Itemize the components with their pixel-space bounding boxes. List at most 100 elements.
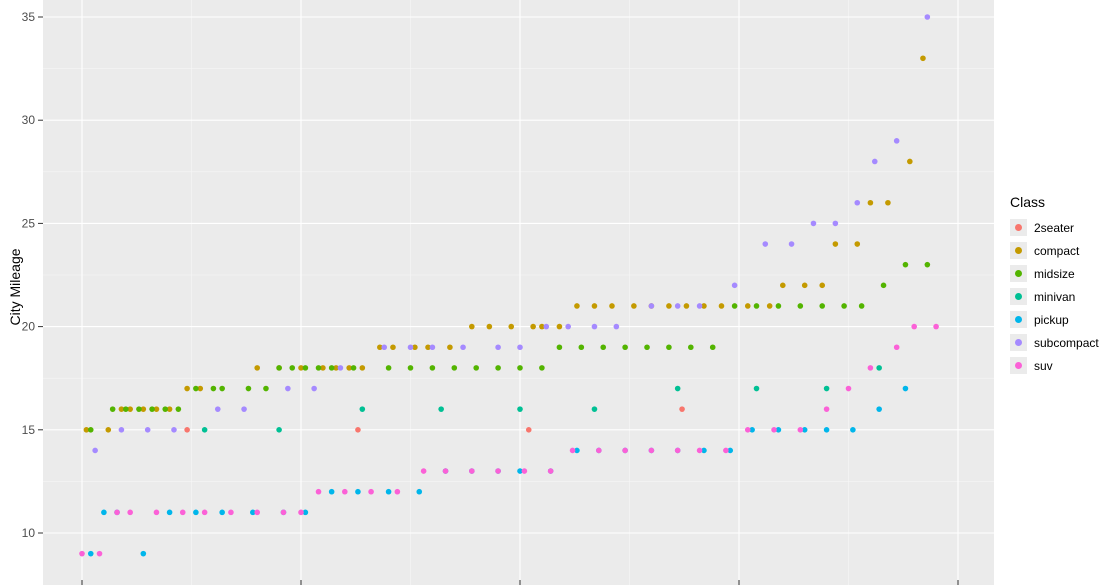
point-compact xyxy=(591,303,598,309)
point-suv xyxy=(547,468,554,474)
point-subcompact xyxy=(832,220,839,227)
point-suv xyxy=(495,468,501,474)
point-minivan xyxy=(276,427,282,433)
legend-key xyxy=(1010,357,1027,374)
point-suv xyxy=(368,488,374,495)
point-minivan xyxy=(823,385,830,392)
point-midsize xyxy=(819,303,826,309)
point-compact xyxy=(832,241,839,247)
point-pickup xyxy=(701,447,707,454)
point-compact xyxy=(140,406,147,412)
point-midsize xyxy=(136,406,142,412)
legend-dot-icon xyxy=(1015,339,1022,346)
legend-dot-icon xyxy=(1015,316,1022,323)
y-tick-label: 20 xyxy=(22,320,36,334)
point-compact xyxy=(530,323,536,330)
point-subcompact xyxy=(517,344,523,351)
legend-item-pickup: pickup xyxy=(1010,308,1110,331)
point-suv xyxy=(911,323,917,330)
point-compact xyxy=(574,303,580,309)
point-minivan xyxy=(438,406,444,412)
legend-dot-icon xyxy=(1015,293,1022,300)
point-compact xyxy=(766,303,773,309)
point-midsize xyxy=(429,365,436,371)
point-subcompact xyxy=(854,199,861,206)
point-subcompact xyxy=(171,427,177,433)
point-compact xyxy=(166,406,173,412)
point-midsize xyxy=(109,406,116,412)
point-pickup xyxy=(517,468,523,474)
point-suv xyxy=(723,447,729,454)
point-midsize xyxy=(263,385,269,392)
point-compact xyxy=(666,303,672,309)
point-subcompact xyxy=(871,158,878,165)
point-pickup xyxy=(416,488,423,495)
point-pickup xyxy=(749,427,755,433)
point-compact xyxy=(718,303,725,309)
point-suv xyxy=(469,468,475,474)
point-pickup xyxy=(101,509,107,516)
point-subcompact xyxy=(337,365,344,371)
point-compact xyxy=(377,344,383,351)
point-suv xyxy=(933,323,939,330)
point-subcompact xyxy=(214,406,221,412)
point-compact xyxy=(907,158,913,165)
point-subcompact xyxy=(924,14,931,20)
point-compact xyxy=(153,406,160,412)
point-midsize xyxy=(858,303,865,309)
point-pickup xyxy=(727,447,734,454)
point-pickup xyxy=(166,509,173,516)
legend-item-midsize: midsize xyxy=(1010,262,1110,285)
point-compact xyxy=(539,323,545,330)
point-midsize xyxy=(315,365,322,371)
point-compact xyxy=(867,199,874,206)
point-midsize xyxy=(276,365,282,371)
point-subcompact xyxy=(613,323,620,330)
point-suv xyxy=(771,427,777,433)
point-compact xyxy=(854,241,861,247)
point-suv xyxy=(179,509,186,516)
point-minivan xyxy=(201,427,208,433)
point-suv xyxy=(127,509,133,516)
point-suv xyxy=(153,509,160,516)
point-suv xyxy=(315,488,322,495)
point-compact xyxy=(184,385,190,392)
point-suv xyxy=(622,447,628,454)
point-pickup xyxy=(823,427,830,433)
point-suv xyxy=(569,447,576,454)
point-compact xyxy=(801,282,808,289)
point-compact xyxy=(333,365,339,371)
point-suv xyxy=(79,550,85,557)
y-tick-label: 30 xyxy=(22,113,36,127)
legend-label: compact xyxy=(1034,243,1080,258)
point-midsize xyxy=(495,365,501,371)
point-suv xyxy=(797,427,804,433)
point-minivan xyxy=(753,385,760,392)
legend-item-minivan: minivan xyxy=(1010,285,1110,308)
point-pickup xyxy=(355,488,361,495)
point-pickup xyxy=(775,427,782,433)
y-tick-label: 10 xyxy=(22,526,36,540)
legend-dot-icon xyxy=(1015,247,1022,254)
point-suv xyxy=(521,468,528,474)
point-midsize xyxy=(578,344,585,351)
point-midsize xyxy=(123,406,129,412)
y-tick-label: 15 xyxy=(22,423,36,437)
point-compact xyxy=(83,427,90,433)
point-subcompact xyxy=(543,323,550,330)
point-subcompact xyxy=(144,427,151,433)
point-midsize xyxy=(219,385,225,392)
legend-item-subcompact: subcompact xyxy=(1010,331,1110,354)
point-suv xyxy=(648,447,655,454)
point-pickup xyxy=(328,488,335,495)
point-subcompact xyxy=(381,344,388,351)
point-pickup xyxy=(876,406,882,412)
point-subcompact xyxy=(731,282,738,289)
point-minivan xyxy=(591,406,598,412)
minor-gridlines xyxy=(43,0,994,585)
point-midsize xyxy=(753,303,760,309)
point-compact xyxy=(254,365,260,371)
point-pickup xyxy=(250,509,256,516)
legend-key xyxy=(1010,334,1027,351)
